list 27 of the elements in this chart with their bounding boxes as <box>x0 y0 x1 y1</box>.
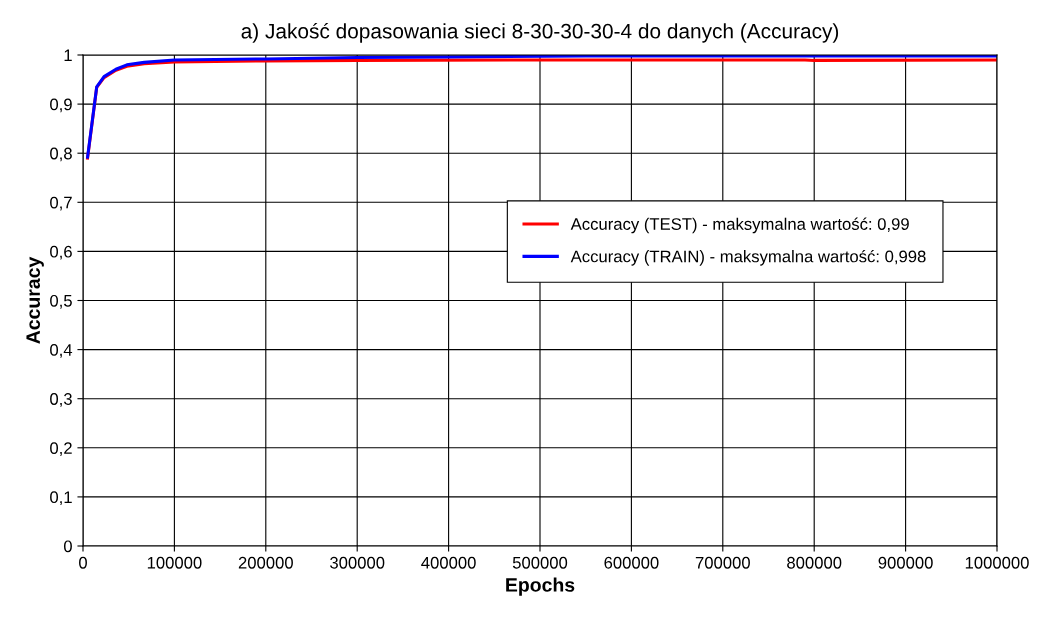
y-tick-label: 0,6 <box>50 245 72 260</box>
legend-label: Accuracy (TEST) - maksymalna wartość: 0,99 <box>570 217 909 234</box>
x-tick-label: 200000 <box>238 556 293 569</box>
chart-title: a) Jakość dopasowania sieci 8-30-30-30-4 do danych (Accuracy) <box>241 22 839 43</box>
y-tick-label: 1 <box>64 49 72 62</box>
y-tick-label: 0,8 <box>50 147 72 162</box>
y-tick-label: 0,3 <box>50 393 72 407</box>
x-tick-label: 800000 <box>787 556 842 569</box>
y-axis-title: Accuracy <box>26 256 44 344</box>
y-tick-label: 0,7 <box>50 196 72 211</box>
y-tick-label: 0 <box>63 540 72 553</box>
x-tick-label: 500000 <box>512 556 568 569</box>
y-tick-label: 0,5 <box>50 294 72 309</box>
x-tick-label: 900000 <box>878 556 933 569</box>
x-tick-label: 400000 <box>421 556 476 569</box>
legend-label: Accuracy (TRAIN) - maksymalna wartość: 0,998 <box>570 249 926 266</box>
x-tick-label: 0 <box>79 556 87 569</box>
y-tick-label: 0,9 <box>50 98 72 113</box>
y-tick-label: 0,4 <box>50 344 73 358</box>
x-tick-label: 300000 <box>330 556 385 569</box>
y-tick-label: 0,2 <box>50 442 72 456</box>
x-tick-label: 700000 <box>695 556 750 569</box>
x-tick-label: 600000 <box>604 556 659 569</box>
x-axis-title: Epochs <box>506 577 575 596</box>
y-tick-label: 0,1 <box>50 491 72 506</box>
x-tick-label: 100000 <box>147 556 202 569</box>
x-tick-label: 1000000 <box>965 556 1029 569</box>
